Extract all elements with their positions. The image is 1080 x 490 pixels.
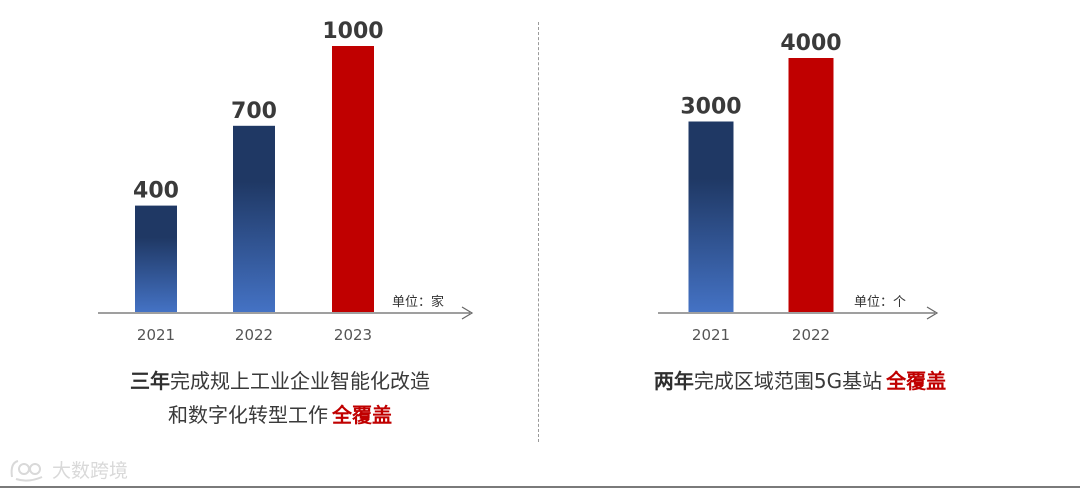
value-label: 3000	[680, 95, 741, 120]
x-tick-label: 2022	[792, 326, 830, 344]
value-label: 1000	[322, 19, 383, 44]
chart-right: 3000 2021 4000 2022 单位：个	[658, 31, 939, 344]
watermark-logo-icon	[10, 459, 43, 482]
x-tick-label: 2021	[692, 326, 730, 344]
watermark: 大数跨境	[8, 456, 128, 483]
bar-2023	[332, 46, 374, 312]
caption-left: 三年完成规上工业企业智能化改造 和数字化转型工作 全覆盖	[60, 364, 500, 432]
bar-2021	[135, 205, 177, 312]
bar-2021	[688, 121, 734, 312]
x-axis-arrow-icon	[461, 306, 474, 320]
unit-label: 单位：家	[392, 294, 444, 310]
caption-right: 两年完成区域范围5G基站 全覆盖	[560, 364, 1040, 398]
x-tick-label: 2022	[235, 326, 273, 344]
caption-accent: 全覆盖	[886, 369, 947, 393]
caption-bold: 三年	[130, 369, 170, 393]
watermark-text: 大数跨境	[52, 460, 129, 482]
bar-2022	[233, 125, 275, 312]
caption-text: 完成区域范围5G基站	[693, 369, 883, 393]
caption-accent: 全覆盖	[332, 403, 392, 427]
value-label: 4000	[780, 31, 841, 56]
caption-line-2: 和数字化转型工作 全覆盖	[60, 398, 500, 432]
bottom-rule	[0, 486, 1080, 488]
value-label: 700	[231, 99, 277, 124]
unit-label: 单位：个	[854, 295, 906, 310]
x-tick-label: 2023	[334, 326, 372, 344]
caption-bold: 两年	[653, 369, 694, 393]
x-axis-arrow-icon	[926, 306, 939, 320]
x-tick-label: 2021	[137, 326, 175, 344]
bar-2022	[788, 58, 834, 312]
caption-line-1: 三年完成规上工业企业智能化改造	[60, 364, 500, 398]
caption-text: 完成规上工业企业智能化改造	[170, 369, 430, 393]
caption-text: 和数字化转型工作	[168, 403, 328, 427]
divider-line	[538, 22, 539, 442]
chart-left: 400 2021 700 2022 1000 2023 单位：家	[98, 19, 474, 344]
value-label: 400	[133, 179, 179, 204]
